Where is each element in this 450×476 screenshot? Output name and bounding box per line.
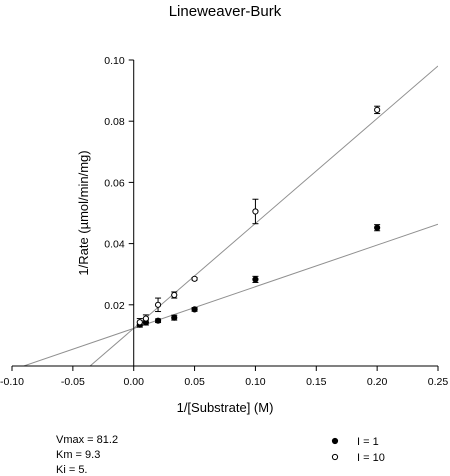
- axis-ticks: -0.10 -0.05 0.00 0.05 0.10 0.15 0.20 0.25 0.02 0.…: [0, 55, 448, 388]
- data-point-series-2: [142, 315, 149, 322]
- x-tick-label: -0.10: [0, 376, 24, 388]
- data-point-series-2: [154, 301, 162, 308]
- x-tick-label: 0.15: [306, 376, 327, 388]
- y-tick-label: 0.06: [104, 177, 125, 189]
- legend-label-i1: I = 1: [357, 436, 379, 448]
- y-tick-label: 0.10: [104, 55, 125, 67]
- x-axis-label: 1/[Substrate] (M): [177, 400, 274, 415]
- fit-line-series-1: [22, 223, 438, 366]
- data-point-series-1: [374, 224, 381, 231]
- data-point-series-2: [252, 208, 259, 215]
- x-tick-label: 0.05: [184, 376, 205, 388]
- legend: I = 1 I = 10: [331, 436, 385, 464]
- data-point-series-2: [191, 275, 198, 282]
- y-axis-label: 1/Rate (µmol/min/mg): [76, 150, 91, 275]
- data-point-series-1: [154, 317, 162, 324]
- data-point-series-1: [252, 276, 259, 283]
- y-tick-label: 0.04: [104, 239, 125, 251]
- legend-marker-i1: [331, 437, 339, 445]
- data-point-series-1: [171, 314, 178, 321]
- fit-parameters: Vmax = 81.2 Km = 9.3 Ki = 5.: [56, 434, 118, 476]
- y-tick-label: 0.02: [104, 300, 125, 312]
- axes: [12, 60, 438, 367]
- x-tick-label: 0.10: [245, 376, 266, 388]
- data-point-series-2: [374, 106, 381, 113]
- x-tick-label: 0.20: [367, 376, 388, 388]
- fit-line-series-2: [89, 65, 438, 366]
- x-tick-label: -0.05: [61, 376, 85, 388]
- y-tick-label: 0.08: [104, 116, 125, 128]
- chart-title: Lineweaver-Burk: [169, 3, 282, 20]
- fit-lines: [22, 65, 438, 366]
- vmax-annotation: Vmax = 81.2: [56, 434, 118, 446]
- x-tick-label: 0.25: [428, 376, 449, 388]
- data-point-series-1: [191, 306, 198, 313]
- x-tick-label: 0.00: [123, 376, 144, 388]
- ki-annotation: Ki = 5.: [56, 464, 88, 476]
- legend-marker-i10: [331, 453, 339, 461]
- data-point-series-2: [136, 319, 143, 326]
- data-points: [136, 106, 381, 328]
- data-point-series-2: [171, 291, 178, 299]
- km-annotation: Km = 9.3: [56, 449, 100, 461]
- legend-label-i10: I = 10: [357, 452, 385, 464]
